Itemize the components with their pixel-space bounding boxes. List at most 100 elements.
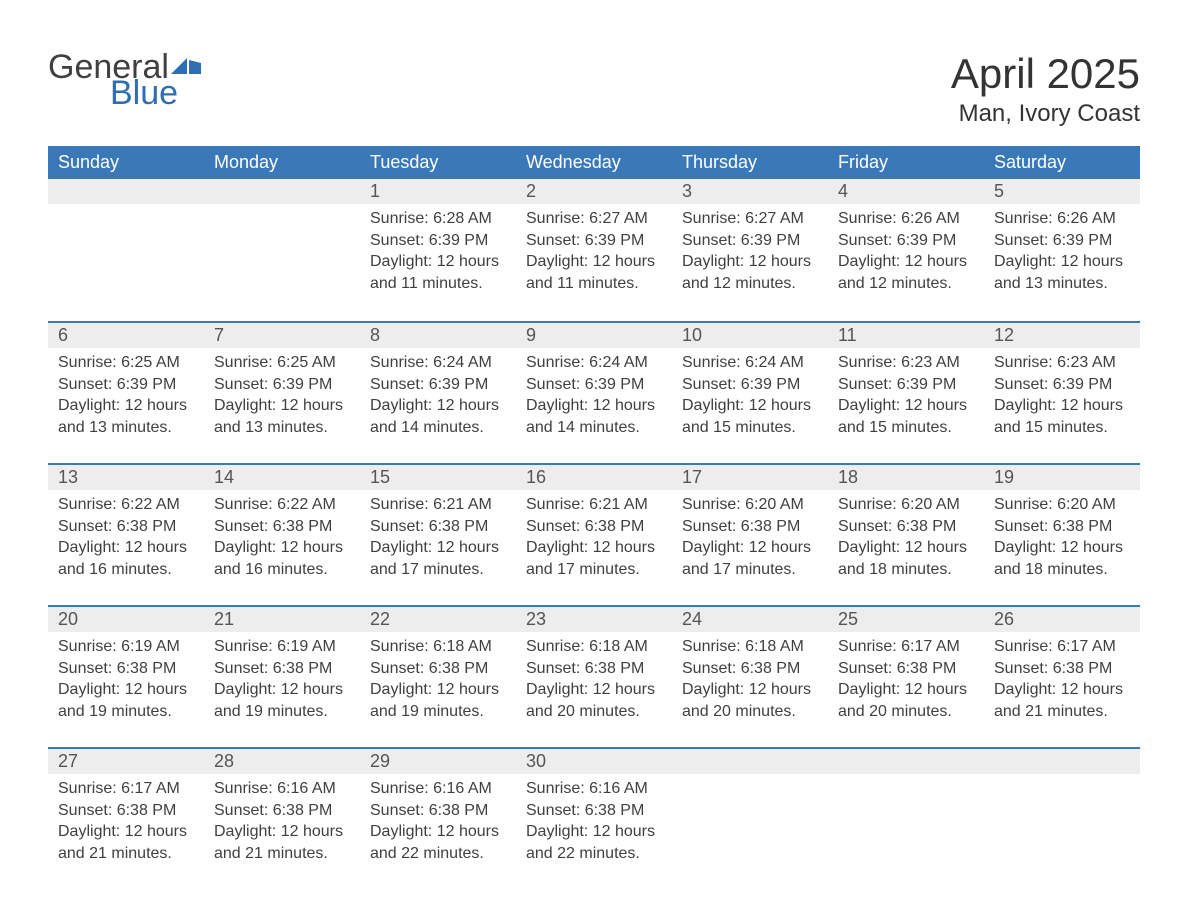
calendar-day-cell <box>48 179 204 321</box>
day-number: 20 <box>48 607 204 632</box>
calendar-day-cell: 7Sunrise: 6:25 AMSunset: 6:39 PMDaylight… <box>204 321 360 463</box>
day-number <box>204 179 360 204</box>
day-number: 8 <box>360 323 516 348</box>
calendar-day-cell: 24Sunrise: 6:18 AMSunset: 6:38 PMDayligh… <box>672 605 828 747</box>
day-number: 4 <box>828 179 984 204</box>
day-number <box>984 749 1140 774</box>
day-number: 27 <box>48 749 204 774</box>
day-details: Sunrise: 6:28 AMSunset: 6:39 PMDaylight:… <box>360 204 516 304</box>
day-number: 9 <box>516 323 672 348</box>
title-block: April 2025 Man, Ivory Coast <box>951 50 1140 128</box>
day-number: 18 <box>828 465 984 490</box>
calendar-day-cell: 15Sunrise: 6:21 AMSunset: 6:38 PMDayligh… <box>360 463 516 605</box>
day-details: Sunrise: 6:16 AMSunset: 6:38 PMDaylight:… <box>204 774 360 874</box>
day-number: 15 <box>360 465 516 490</box>
calendar-table: SundayMondayTuesdayWednesdayThursdayFrid… <box>48 146 1140 889</box>
calendar-day-cell: 30Sunrise: 6:16 AMSunset: 6:38 PMDayligh… <box>516 747 672 889</box>
calendar-day-cell <box>984 747 1140 889</box>
day-details: Sunrise: 6:23 AMSunset: 6:39 PMDaylight:… <box>828 348 984 448</box>
day-number: 16 <box>516 465 672 490</box>
weekday-header: Sunday <box>48 146 204 179</box>
calendar-day-cell: 12Sunrise: 6:23 AMSunset: 6:39 PMDayligh… <box>984 321 1140 463</box>
calendar-day-cell: 23Sunrise: 6:18 AMSunset: 6:38 PMDayligh… <box>516 605 672 747</box>
calendar-day-cell: 5Sunrise: 6:26 AMSunset: 6:39 PMDaylight… <box>984 179 1140 321</box>
calendar-day-cell: 29Sunrise: 6:16 AMSunset: 6:38 PMDayligh… <box>360 747 516 889</box>
day-number: 28 <box>204 749 360 774</box>
day-number: 21 <box>204 607 360 632</box>
day-number: 13 <box>48 465 204 490</box>
calendar-day-cell: 19Sunrise: 6:20 AMSunset: 6:38 PMDayligh… <box>984 463 1140 605</box>
calendar-day-cell <box>828 747 984 889</box>
day-details: Sunrise: 6:21 AMSunset: 6:38 PMDaylight:… <box>516 490 672 590</box>
calendar-day-cell <box>204 179 360 321</box>
calendar-day-cell: 28Sunrise: 6:16 AMSunset: 6:38 PMDayligh… <box>204 747 360 889</box>
calendar-page: General Blue April 2025 Man, Ivory Coast… <box>0 0 1188 889</box>
day-details: Sunrise: 6:24 AMSunset: 6:39 PMDaylight:… <box>360 348 516 448</box>
day-number: 2 <box>516 179 672 204</box>
day-number: 6 <box>48 323 204 348</box>
day-details: Sunrise: 6:18 AMSunset: 6:38 PMDaylight:… <box>360 632 516 732</box>
day-number: 14 <box>204 465 360 490</box>
day-number: 22 <box>360 607 516 632</box>
calendar-day-cell: 11Sunrise: 6:23 AMSunset: 6:39 PMDayligh… <box>828 321 984 463</box>
day-details: Sunrise: 6:27 AMSunset: 6:39 PMDaylight:… <box>672 204 828 304</box>
weekday-header: Friday <box>828 146 984 179</box>
calendar-week-row: 13Sunrise: 6:22 AMSunset: 6:38 PMDayligh… <box>48 463 1140 605</box>
day-details: Sunrise: 6:26 AMSunset: 6:39 PMDaylight:… <box>828 204 984 304</box>
calendar-day-cell: 13Sunrise: 6:22 AMSunset: 6:38 PMDayligh… <box>48 463 204 605</box>
calendar-day-cell: 17Sunrise: 6:20 AMSunset: 6:38 PMDayligh… <box>672 463 828 605</box>
day-number <box>828 749 984 774</box>
day-details: Sunrise: 6:25 AMSunset: 6:39 PMDaylight:… <box>48 348 204 448</box>
day-details: Sunrise: 6:23 AMSunset: 6:39 PMDaylight:… <box>984 348 1140 448</box>
day-details: Sunrise: 6:21 AMSunset: 6:38 PMDaylight:… <box>360 490 516 590</box>
day-number: 19 <box>984 465 1140 490</box>
day-number: 7 <box>204 323 360 348</box>
day-details: Sunrise: 6:20 AMSunset: 6:38 PMDaylight:… <box>984 490 1140 590</box>
calendar-day-cell <box>672 747 828 889</box>
calendar-day-cell: 16Sunrise: 6:21 AMSunset: 6:38 PMDayligh… <box>516 463 672 605</box>
day-number: 10 <box>672 323 828 348</box>
day-details: Sunrise: 6:18 AMSunset: 6:38 PMDaylight:… <box>516 632 672 732</box>
day-details: Sunrise: 6:22 AMSunset: 6:38 PMDaylight:… <box>48 490 204 590</box>
calendar-week-row: 20Sunrise: 6:19 AMSunset: 6:38 PMDayligh… <box>48 605 1140 747</box>
page-header: General Blue April 2025 Man, Ivory Coast <box>48 50 1140 128</box>
day-details: Sunrise: 6:17 AMSunset: 6:38 PMDaylight:… <box>984 632 1140 732</box>
day-details: Sunrise: 6:17 AMSunset: 6:38 PMDaylight:… <box>828 632 984 732</box>
day-details: Sunrise: 6:16 AMSunset: 6:38 PMDaylight:… <box>360 774 516 874</box>
day-number: 25 <box>828 607 984 632</box>
day-number: 24 <box>672 607 828 632</box>
calendar-day-cell: 8Sunrise: 6:24 AMSunset: 6:39 PMDaylight… <box>360 321 516 463</box>
day-details: Sunrise: 6:22 AMSunset: 6:38 PMDaylight:… <box>204 490 360 590</box>
calendar-day-cell: 20Sunrise: 6:19 AMSunset: 6:38 PMDayligh… <box>48 605 204 747</box>
calendar-day-cell: 26Sunrise: 6:17 AMSunset: 6:38 PMDayligh… <box>984 605 1140 747</box>
day-number <box>672 749 828 774</box>
day-details: Sunrise: 6:17 AMSunset: 6:38 PMDaylight:… <box>48 774 204 874</box>
day-details: Sunrise: 6:27 AMSunset: 6:39 PMDaylight:… <box>516 204 672 304</box>
day-number: 26 <box>984 607 1140 632</box>
calendar-week-row: 1Sunrise: 6:28 AMSunset: 6:39 PMDaylight… <box>48 179 1140 321</box>
calendar-day-cell: 9Sunrise: 6:24 AMSunset: 6:39 PMDaylight… <box>516 321 672 463</box>
day-number: 12 <box>984 323 1140 348</box>
weekday-header: Wednesday <box>516 146 672 179</box>
day-number: 23 <box>516 607 672 632</box>
logo-word-blue: Blue <box>110 76 201 110</box>
weekday-header-row: SundayMondayTuesdayWednesdayThursdayFrid… <box>48 146 1140 179</box>
weekday-header: Thursday <box>672 146 828 179</box>
calendar-day-cell: 1Sunrise: 6:28 AMSunset: 6:39 PMDaylight… <box>360 179 516 321</box>
day-details: Sunrise: 6:16 AMSunset: 6:38 PMDaylight:… <box>516 774 672 874</box>
weekday-header: Monday <box>204 146 360 179</box>
calendar-day-cell: 10Sunrise: 6:24 AMSunset: 6:39 PMDayligh… <box>672 321 828 463</box>
day-number: 5 <box>984 179 1140 204</box>
calendar-day-cell: 4Sunrise: 6:26 AMSunset: 6:39 PMDaylight… <box>828 179 984 321</box>
logo: General Blue <box>48 50 201 110</box>
calendar-day-cell: 6Sunrise: 6:25 AMSunset: 6:39 PMDaylight… <box>48 321 204 463</box>
calendar-day-cell: 18Sunrise: 6:20 AMSunset: 6:38 PMDayligh… <box>828 463 984 605</box>
day-number: 30 <box>516 749 672 774</box>
day-details: Sunrise: 6:19 AMSunset: 6:38 PMDaylight:… <box>204 632 360 732</box>
calendar-day-cell: 2Sunrise: 6:27 AMSunset: 6:39 PMDaylight… <box>516 179 672 321</box>
calendar-week-row: 27Sunrise: 6:17 AMSunset: 6:38 PMDayligh… <box>48 747 1140 889</box>
calendar-day-cell: 22Sunrise: 6:18 AMSunset: 6:38 PMDayligh… <box>360 605 516 747</box>
day-details: Sunrise: 6:24 AMSunset: 6:39 PMDaylight:… <box>516 348 672 448</box>
day-number: 29 <box>360 749 516 774</box>
day-number: 11 <box>828 323 984 348</box>
